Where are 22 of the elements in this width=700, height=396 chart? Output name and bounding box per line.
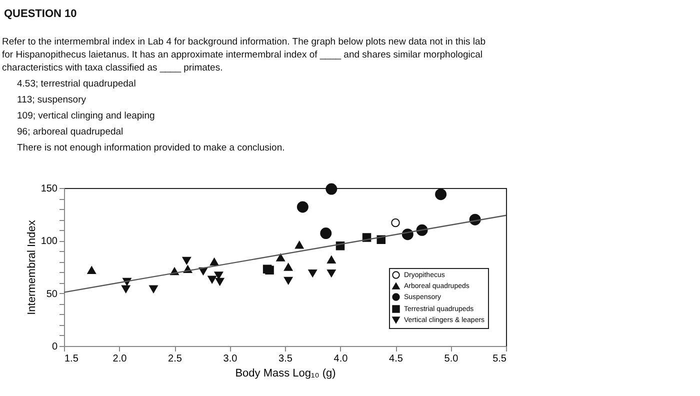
x-tick-label: 4.5: [389, 354, 404, 364]
chart-subtitle: Refer to the intermembral index in Lab 4 for background information. The graph below plots new data not in this lab for Hispanopithecus laietanus. It has an approximate intermembral index of ____ and shares similar morphological characteristics with taxa classified as ____ primates.: [2, 36, 486, 74]
chart-title: QUESTION 10: [4, 8, 77, 20]
y-tick-label: 50: [46, 288, 58, 300]
text: 113; suspensory: [17, 94, 86, 106]
text: There is not enough information provided to make a conclusion.: [17, 142, 285, 154]
x-tick-label: 4.0: [334, 354, 348, 364]
x-tick-label: 5.0: [444, 354, 459, 364]
y-axis-title: Intermembral Index: [26, 220, 38, 315]
text: 4.53; terrestrial quadrupedal: [17, 78, 136, 90]
x-tick-label: 3.0: [223, 354, 238, 364]
y-tick-label: 100: [40, 236, 58, 248]
x-tick-label: 2.0: [112, 354, 128, 364]
x-tick-label: 3.5: [278, 354, 293, 364]
text: 96; arboreal quadrupedal: [17, 126, 124, 138]
y-tick-label: 0: [52, 342, 58, 352]
x-axis-title: Body Mass Log₁₀ (g): [235, 368, 336, 380]
text: 109; vertical clinging and leaping: [17, 110, 155, 122]
x-tick-label: 1.5: [64, 354, 79, 364]
x-tick-label: 5.5: [492, 354, 507, 364]
y-tick-label: 150: [40, 184, 58, 194]
x-tick-label: 2.5: [168, 354, 182, 364]
